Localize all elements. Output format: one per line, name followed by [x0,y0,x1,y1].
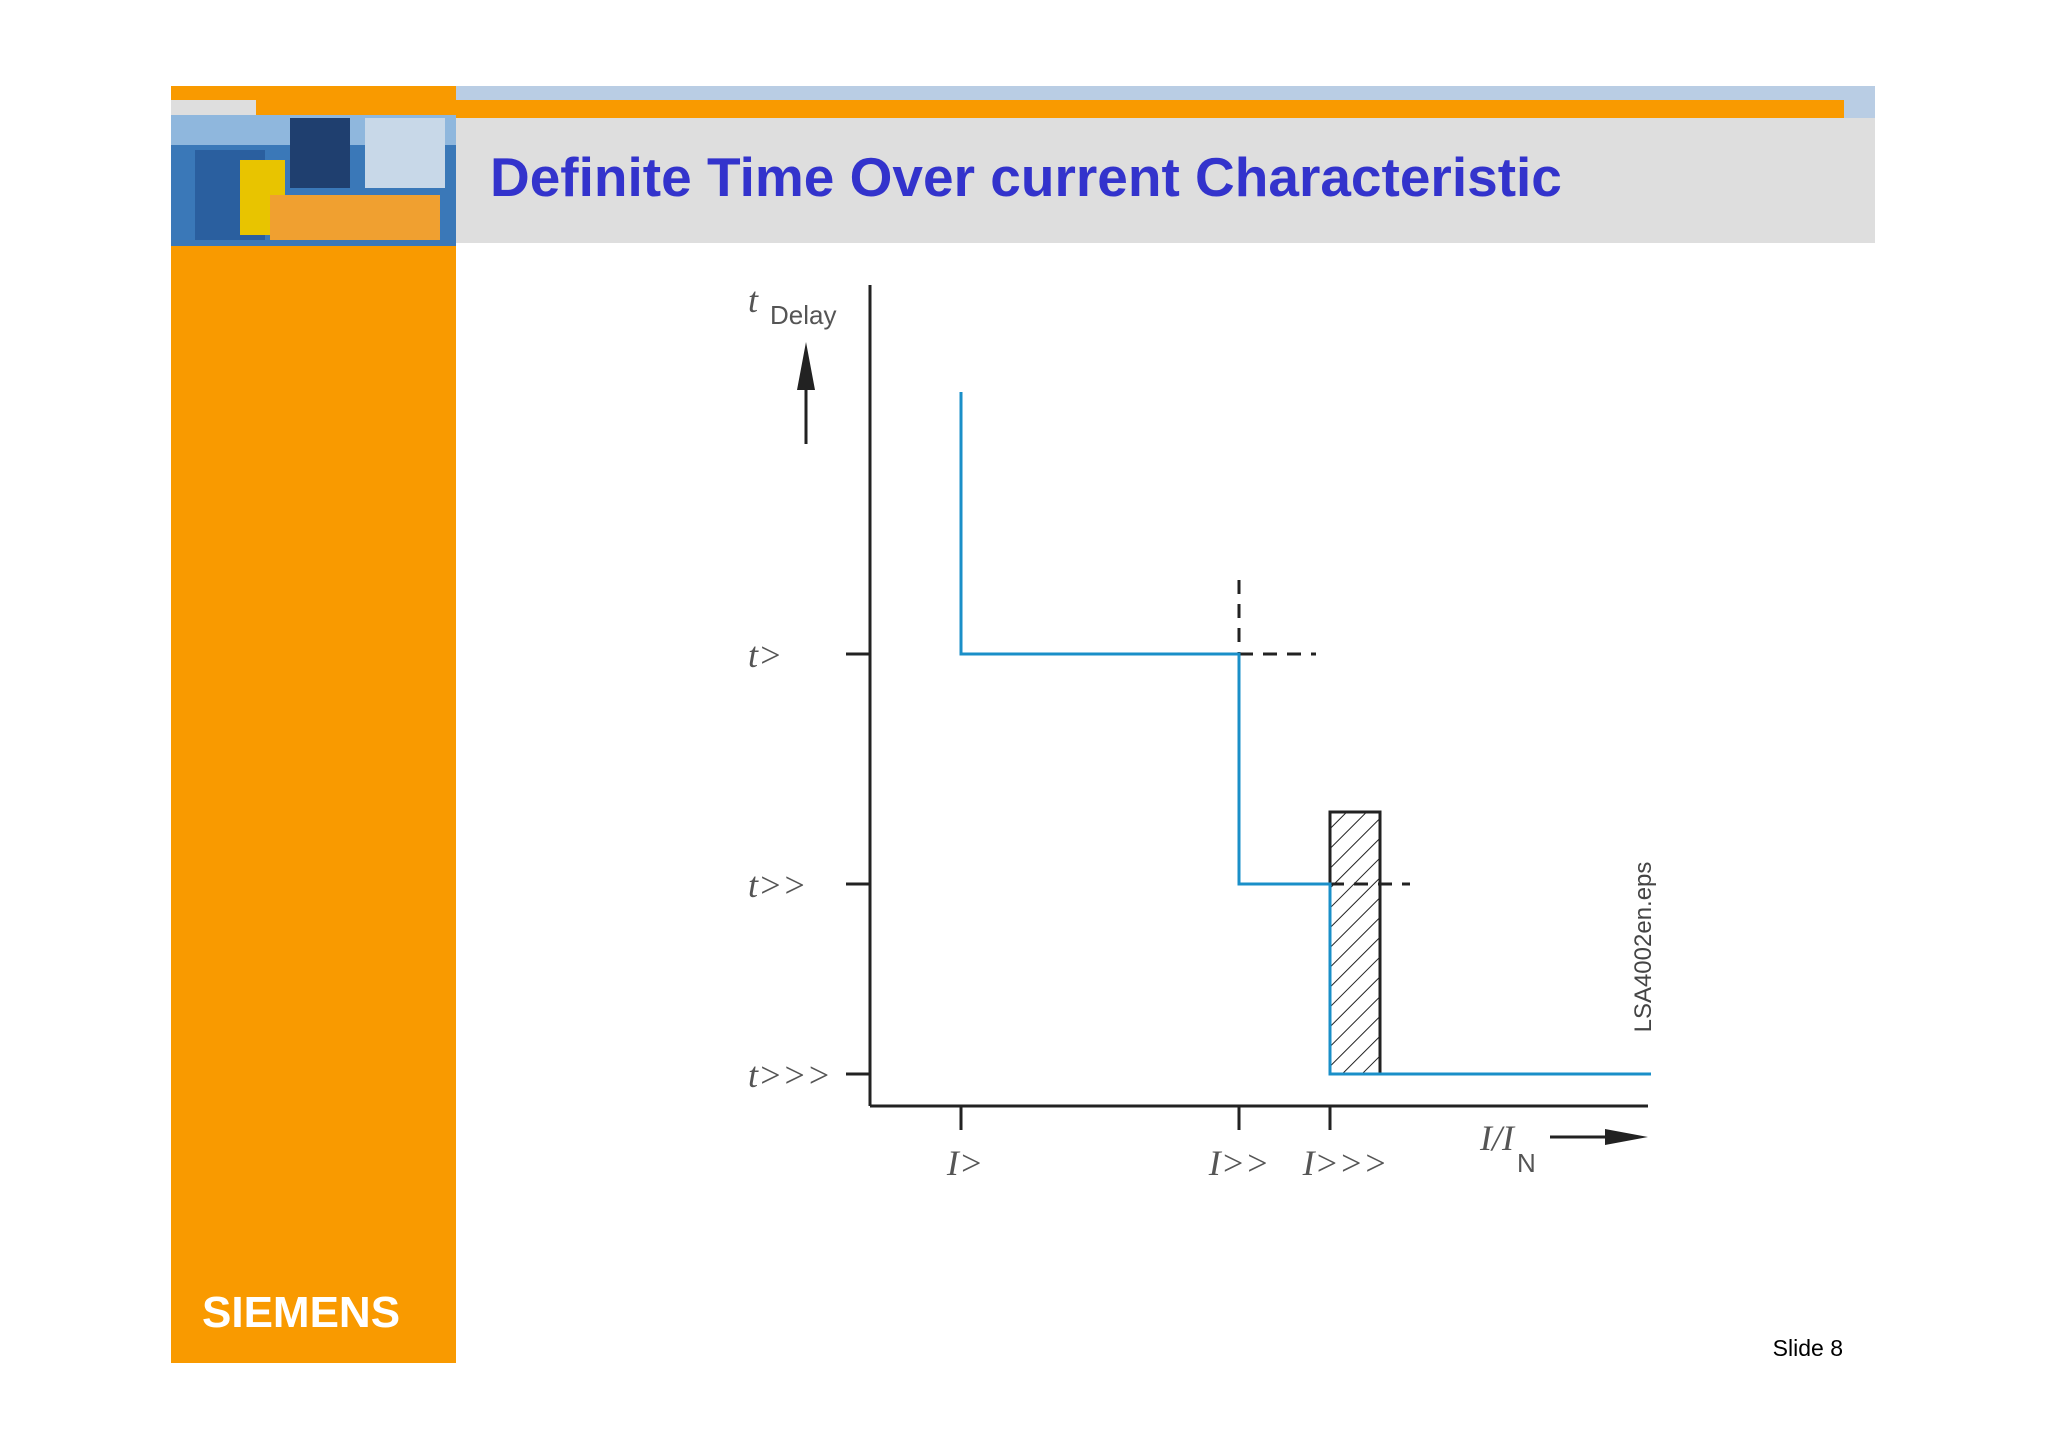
x-axis-subscript: N [1517,1148,1536,1178]
top-bar [456,100,1844,118]
figure-id: LSA4002en.eps [1630,862,1657,1033]
y-axis-label: t [748,280,759,320]
dashed-lines [1237,580,1410,886]
hatched-zone [1328,810,1382,1076]
characteristic [959,392,1651,1076]
diagram [797,285,1651,1145]
x-axis-label: I/I [1479,1118,1516,1158]
y-level: t>> [748,865,807,905]
y-level: t> [748,635,782,675]
top-strip [456,86,1875,100]
slide-number: Slide 8 [1773,1335,1843,1361]
title: Definite Time Over current Characteristi… [490,146,1562,208]
arrow-head [797,342,815,390]
y-axis-subscript: Delay [770,300,836,330]
side-band [171,86,456,1363]
logo: SIEMENS [202,1288,400,1337]
x-level: I> [946,1143,983,1183]
x-level: I>> [1208,1143,1270,1183]
arrow-head [1605,1129,1648,1145]
header-band [456,118,1875,243]
header-photo [171,100,456,246]
top-corner [1844,86,1875,118]
x-level: I>>> [1302,1143,1388,1183]
y-level: t>>> [748,1055,831,1095]
